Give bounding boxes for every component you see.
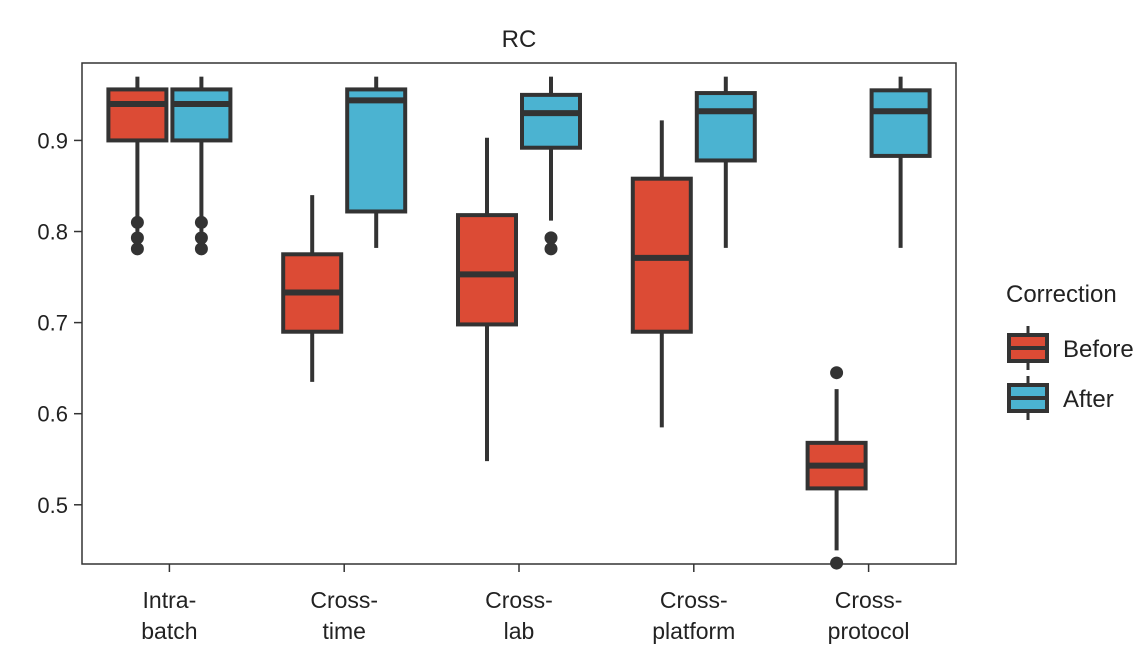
outlier-point [544, 231, 558, 245]
x-tick-label: Cross- [485, 587, 553, 613]
y-tick-label: 0.6 [37, 402, 68, 427]
outlier-point [130, 231, 144, 245]
x-tick-label: batch [141, 618, 197, 644]
x-axis: Intra-batch Cross-time Cross-lab Cross-plat… [141, 564, 910, 644]
legend-key-after [1007, 376, 1049, 420]
y-tick-label: 0.5 [37, 493, 68, 518]
x-tick-label: lab [504, 618, 535, 644]
y-tick-label: 0.9 [37, 128, 68, 153]
outlier-point [194, 242, 208, 256]
x-tick-label: time [322, 618, 365, 644]
x-tick-label: platform [652, 618, 735, 644]
box-iqr [345, 87, 408, 214]
box-after-3 [694, 76, 757, 248]
legend-key-before [1007, 326, 1049, 370]
outlier-point [544, 242, 558, 256]
outlier-point [130, 242, 144, 256]
y-tick-label: 0.8 [37, 220, 68, 245]
x-tick-label: Cross- [835, 587, 903, 613]
outlier-point [130, 215, 144, 229]
x-tick-label: Cross- [310, 587, 378, 613]
x-tick-label: Intra- [143, 587, 197, 613]
box-before-2 [456, 137, 518, 462]
chart-title: RC [502, 26, 537, 53]
box-after-4 [869, 76, 932, 248]
box-before-0 [106, 76, 169, 256]
box-after-2 [520, 76, 582, 256]
legend-title: Correction [1006, 281, 1117, 308]
y-tick-label: 0.7 [37, 311, 68, 336]
legend-label-before: Before [1063, 336, 1134, 363]
legend-label-after: After [1063, 386, 1114, 413]
box-iqr [694, 91, 757, 163]
x-tick-label: Cross- [660, 587, 728, 613]
box-iqr [520, 92, 582, 150]
box-before-1 [281, 195, 344, 382]
box-iqr [170, 87, 233, 143]
box-before-4 [805, 366, 868, 570]
y-axis: 0.5 0.6 0.7 0.8 0.9 [37, 128, 82, 518]
outlier-point [830, 366, 844, 380]
box-after-1 [345, 76, 408, 248]
outlier-point [830, 556, 844, 570]
legend: Correction Before After [1006, 281, 1134, 420]
box-after-0 [170, 76, 233, 256]
x-tick-label: protocol [828, 618, 910, 644]
outlier-point [194, 215, 208, 229]
box-iqr [106, 87, 169, 143]
box-iqr [456, 213, 518, 327]
box-iqr [869, 88, 932, 158]
outlier-point [194, 231, 208, 245]
box-series [106, 76, 932, 570]
box-before-3 [630, 120, 693, 428]
